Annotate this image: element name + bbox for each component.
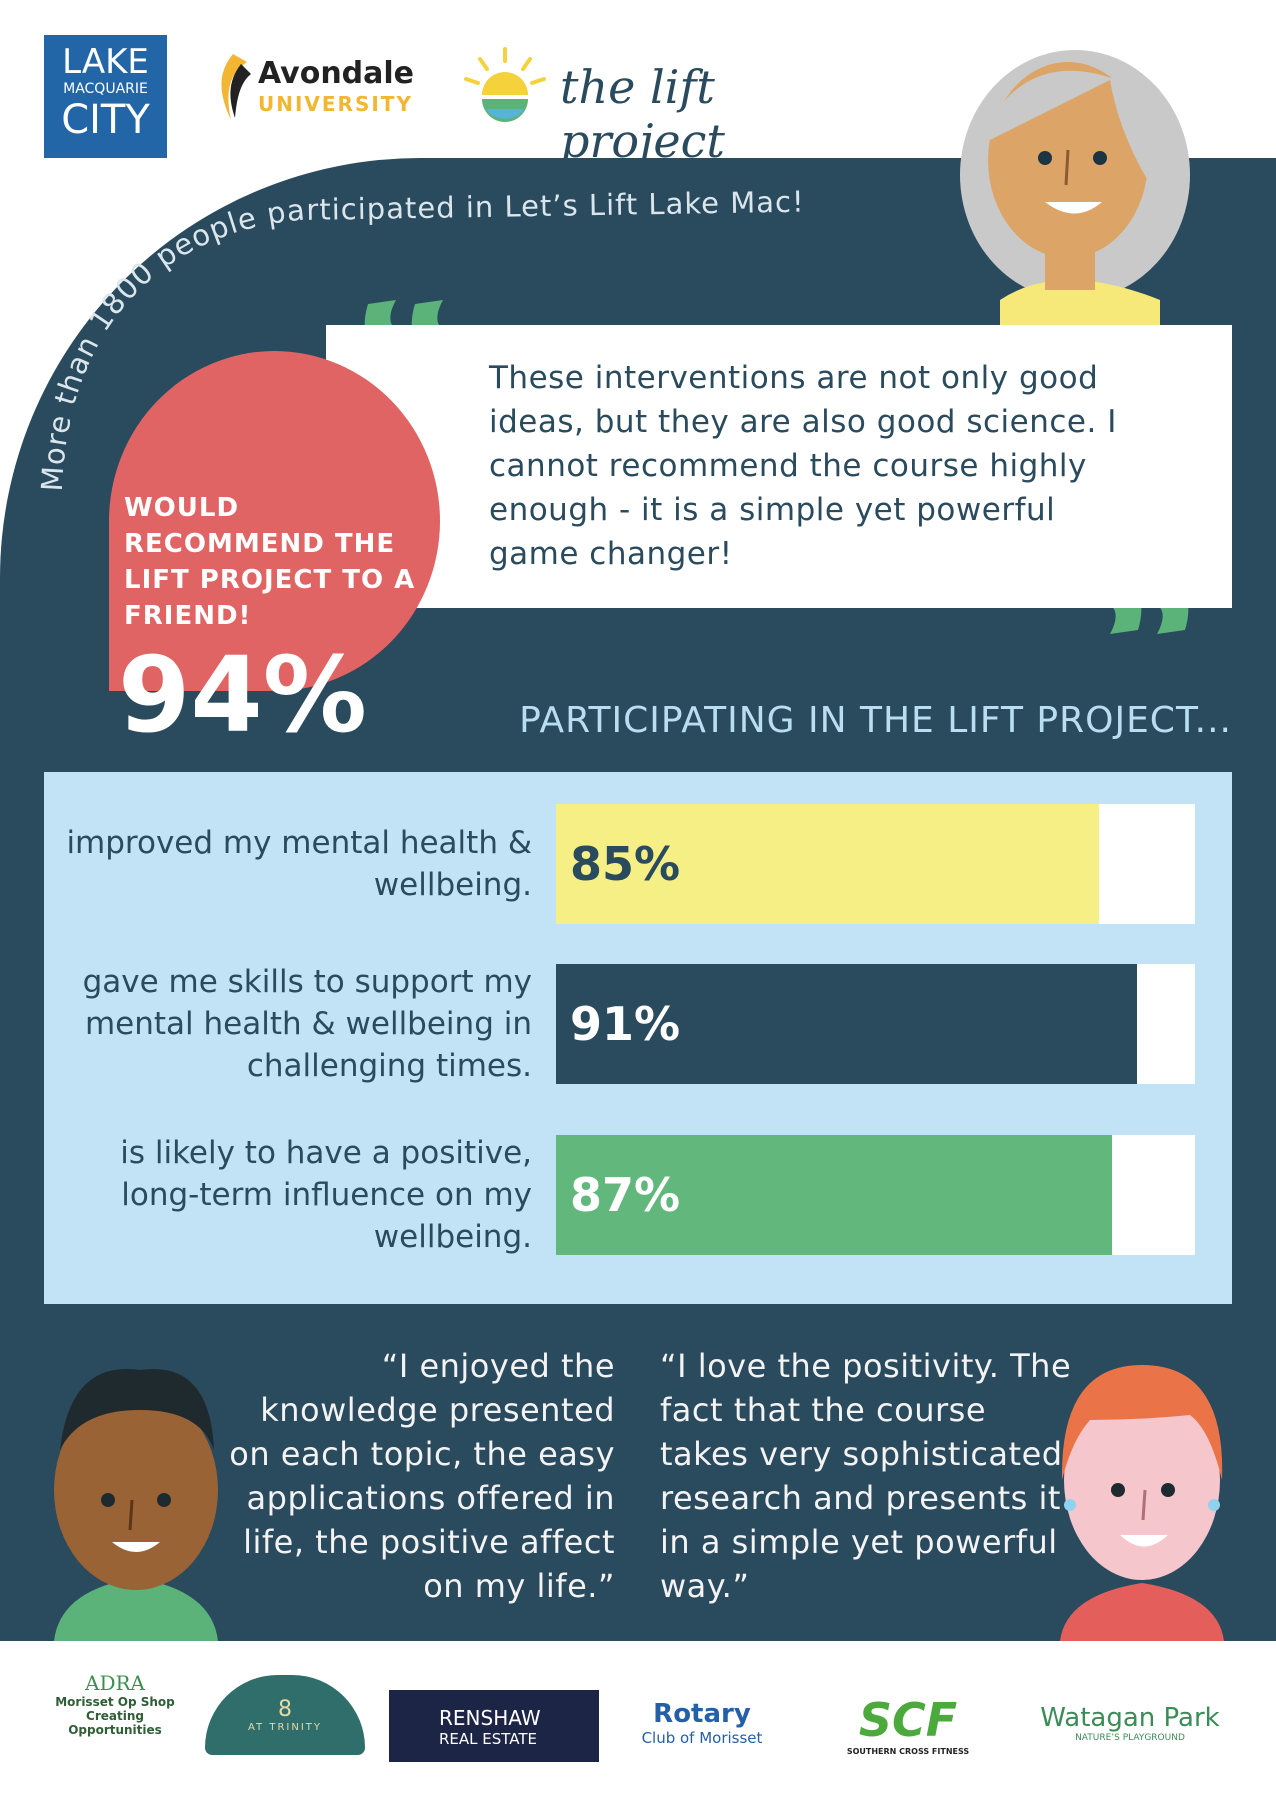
university-mark [221,54,251,120]
testimonial: “I love the positivity. The fact that th… [660,1347,1072,1605]
logo-text: UNIVERSITY [258,92,413,116]
value-label: 91% [570,997,681,1051]
logo-text: Watagan Park [1040,1703,1220,1733]
rotary-logo: Rotary Club of Morisset [612,1699,792,1747]
man-bottom [54,1369,218,1641]
logo-text: Avondale [258,56,415,91]
adra-logo: ADRA Morisset Op Shop Creating Opportuni… [40,1671,190,1737]
logo-text: SOUTHERN CROSS FITNESS [846,1747,970,1756]
stat-value: 94% [118,634,367,756]
bar [556,964,1138,1084]
sponsor-logos: ADRA Morisset Op Shop Creating Opportuni… [0,1641,1276,1806]
value-label: 87% [570,1168,681,1222]
logo-text: SCF [858,1693,958,1747]
bar-track: 91% [556,964,1195,1084]
logo-text: NATURE’S PLAYGROUND [1075,1733,1185,1743]
project-sun [464,47,546,122]
logo-text: LAKE [62,42,149,82]
logo-text: CITY [61,97,150,143]
bar-track: 87% [556,1135,1195,1255]
renshaw-logo: RENSHAW REAL ESTATE [389,1690,599,1762]
logo-text: AT TRINITY [247,1722,322,1733]
logo-text: 8 [278,1697,292,1722]
quote-box [326,325,1232,608]
category-label: gave me skills to support my mental heal… [82,964,532,1084]
bar-track: 85% [556,804,1195,924]
logo-text: Rotary [653,1699,751,1729]
chart-title: PARTICIPATING IN THE LIFT PROJECT... [519,700,1232,741]
scf-logo: SCF SOUTHERN CROSS FITNESS [808,1693,1008,1756]
watagan-logo: Watagan Park NATURE’S PLAYGROUND [1025,1703,1235,1743]
logo-text: MACQUARIE [63,81,148,97]
testimonial: “I enjoyed the knowledge presented on ea… [229,1347,615,1605]
value-label: 85% [570,837,681,891]
council-logo: LAKE MACQUARIE CITY [44,35,167,158]
woman-bottom [1060,1365,1224,1641]
logo-text: RENSHAW [439,1706,541,1730]
logo-text: Morisset Op Shop [55,1695,175,1709]
quote-text: These interventions are not only good id… [489,360,1117,572]
category-label: improved my mental health & wellbeing. [66,825,532,903]
woman-top [960,50,1190,328]
logo-text: Creating Opportunities [68,1709,162,1737]
logo-text: ADRA [85,1671,145,1695]
logo-text: REAL ESTATE [439,1730,538,1748]
stat-text: WOULD RECOMMEND THE LIFT PROJECT TO A FR… [124,493,416,631]
logo-text: Club of Morisset [641,1729,763,1747]
bar [556,804,1100,924]
trinity-logo: 8 AT TRINITY [205,1675,365,1755]
category-label: is likely to have a positive, long-term … [120,1135,532,1255]
bar [556,1135,1112,1255]
stat-bubble [109,351,440,691]
